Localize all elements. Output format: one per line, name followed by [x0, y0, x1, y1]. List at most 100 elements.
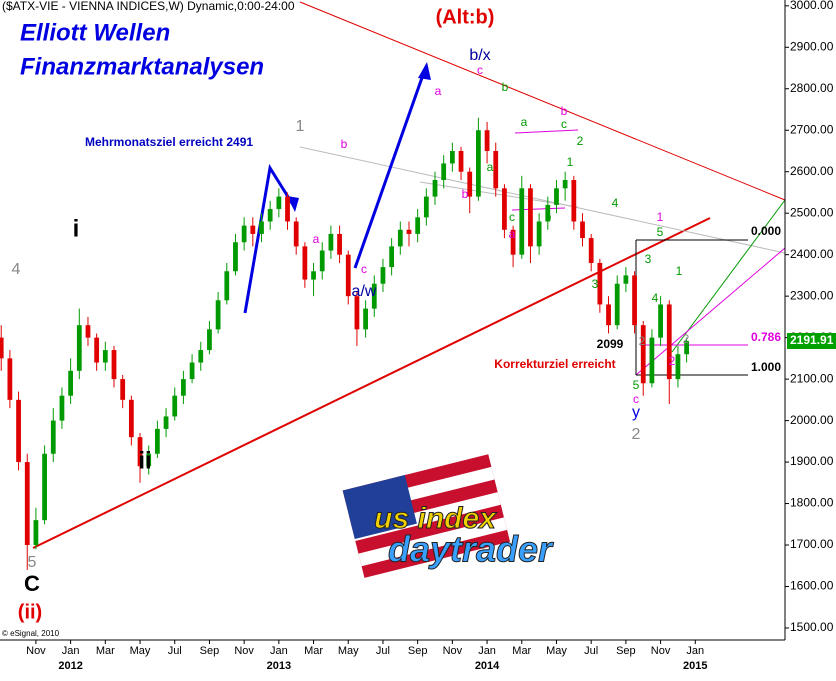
x-tick-label: May: [546, 645, 567, 657]
flag-stripe: [358, 517, 508, 567]
annotation: 2099: [597, 337, 624, 351]
annotation: Korrekturziel erreicht: [494, 357, 615, 371]
last-value-box: [787, 332, 836, 349]
x-tick-label: Jan: [270, 645, 288, 657]
last-value-label: 2191.91: [790, 333, 834, 347]
arrow-head: [418, 62, 431, 80]
magenta-line: [635, 247, 786, 376]
annotation: 2: [639, 334, 646, 348]
x-tick-label: Jan: [62, 645, 80, 657]
annotation: us index: [374, 502, 497, 535]
candle-body: [432, 180, 438, 197]
candle-body: [519, 188, 525, 255]
annotation: 1: [567, 155, 574, 169]
annotation: a: [521, 115, 528, 129]
candle-body: [571, 180, 577, 222]
candle-body: [76, 325, 82, 371]
annotation: (ii): [18, 601, 42, 623]
candle-body: [632, 275, 637, 326]
annotation: b: [341, 137, 348, 151]
y-tick-label: 2500.00: [790, 205, 834, 219]
candle-body: [102, 350, 108, 363]
channel-line: [419, 181, 579, 208]
annotation: daytrader: [388, 529, 554, 570]
credit: © eSignal, 2010: [2, 629, 60, 638]
y-tick-label: 2300.00: [790, 288, 834, 302]
candle-body: [476, 130, 481, 197]
candle-body: [597, 262, 603, 305]
candle-body: [423, 196, 429, 218]
annotation: 4: [652, 291, 659, 305]
annotation: y: [632, 404, 640, 421]
annotation: (Alt:b): [436, 6, 495, 28]
magenta-line: [514, 129, 579, 134]
candle-body: [276, 196, 282, 210]
y-tick-label: 1700.00: [790, 537, 834, 551]
y-tick-label: 2400.00: [790, 247, 834, 261]
candle-body: [172, 395, 178, 417]
annotation: C: [24, 571, 40, 596]
candle-body: [0, 337, 4, 359]
y-tick-label: 2800.00: [790, 81, 834, 95]
flag-canton: [342, 475, 417, 540]
candle-body: [449, 150, 455, 164]
candle-body: [50, 420, 56, 454]
candle-body: [345, 254, 351, 297]
annotation: b: [462, 187, 469, 201]
y-tick-label: 2600.00: [790, 164, 834, 178]
x-tick-label: Sep: [408, 645, 428, 657]
annotation: 1: [676, 264, 683, 278]
candle-body: [510, 229, 516, 255]
annotation: 4: [12, 261, 21, 278]
candle-body: [59, 395, 65, 421]
candle-body: [675, 354, 681, 380]
candle-body: [467, 171, 473, 197]
support-trendline: [32, 217, 711, 549]
wave-arrow: [243, 163, 297, 314]
candle-body: [545, 204, 551, 222]
x-tick-label: Nov: [234, 645, 254, 657]
candle-body: [16, 399, 21, 463]
candle-body: [649, 337, 655, 384]
annotation: a/w: [352, 283, 377, 300]
annotation: 3: [645, 252, 652, 266]
annotation: 5: [657, 225, 664, 239]
channel-line: [299, 146, 786, 254]
candle-body: [588, 238, 594, 263]
x-tick-label: Jul: [584, 645, 598, 657]
candle-body: [337, 233, 342, 255]
y-tick-label: 2100.00: [790, 371, 834, 385]
candle-body: [285, 196, 290, 222]
x-tick-label: Nov: [26, 645, 46, 657]
annotation: 4: [612, 196, 619, 210]
candle-body: [397, 229, 403, 247]
x-tick-label: Jan: [478, 645, 496, 657]
candle-body: [458, 150, 464, 172]
candle-body: [684, 340, 690, 355]
year-label: 2015: [683, 660, 707, 672]
candle-body: [198, 350, 204, 363]
candle-body: [380, 267, 386, 284]
candle-body: [658, 304, 663, 338]
annotation: Mehrmonatsziel erreicht 2491: [85, 135, 253, 149]
candle-body: [528, 188, 533, 247]
candle-body: [267, 209, 273, 222]
annotation: 1: [657, 210, 664, 224]
chart-title: ($ATX-VIE - VIENNA INDICES,W) Dynamic,0:…: [2, 0, 295, 13]
year-label: 2014: [475, 660, 500, 672]
candle-body: [354, 296, 360, 330]
y-tick-label: 1900.00: [790, 454, 834, 468]
candle-body: [406, 229, 412, 234]
candle-body: [163, 416, 169, 429]
annotation: b: [545, 210, 552, 224]
x-tick-label: Sep: [616, 645, 636, 657]
candle-body: [111, 350, 117, 380]
y-tick-label: 2700.00: [790, 122, 834, 136]
annotation: 1: [296, 118, 305, 135]
annotation: ii: [138, 447, 151, 474]
candle-body: [319, 250, 325, 272]
annotation: Elliott Wellen: [20, 19, 170, 46]
candle-body: [233, 242, 238, 272]
annotation: 2: [669, 354, 676, 368]
